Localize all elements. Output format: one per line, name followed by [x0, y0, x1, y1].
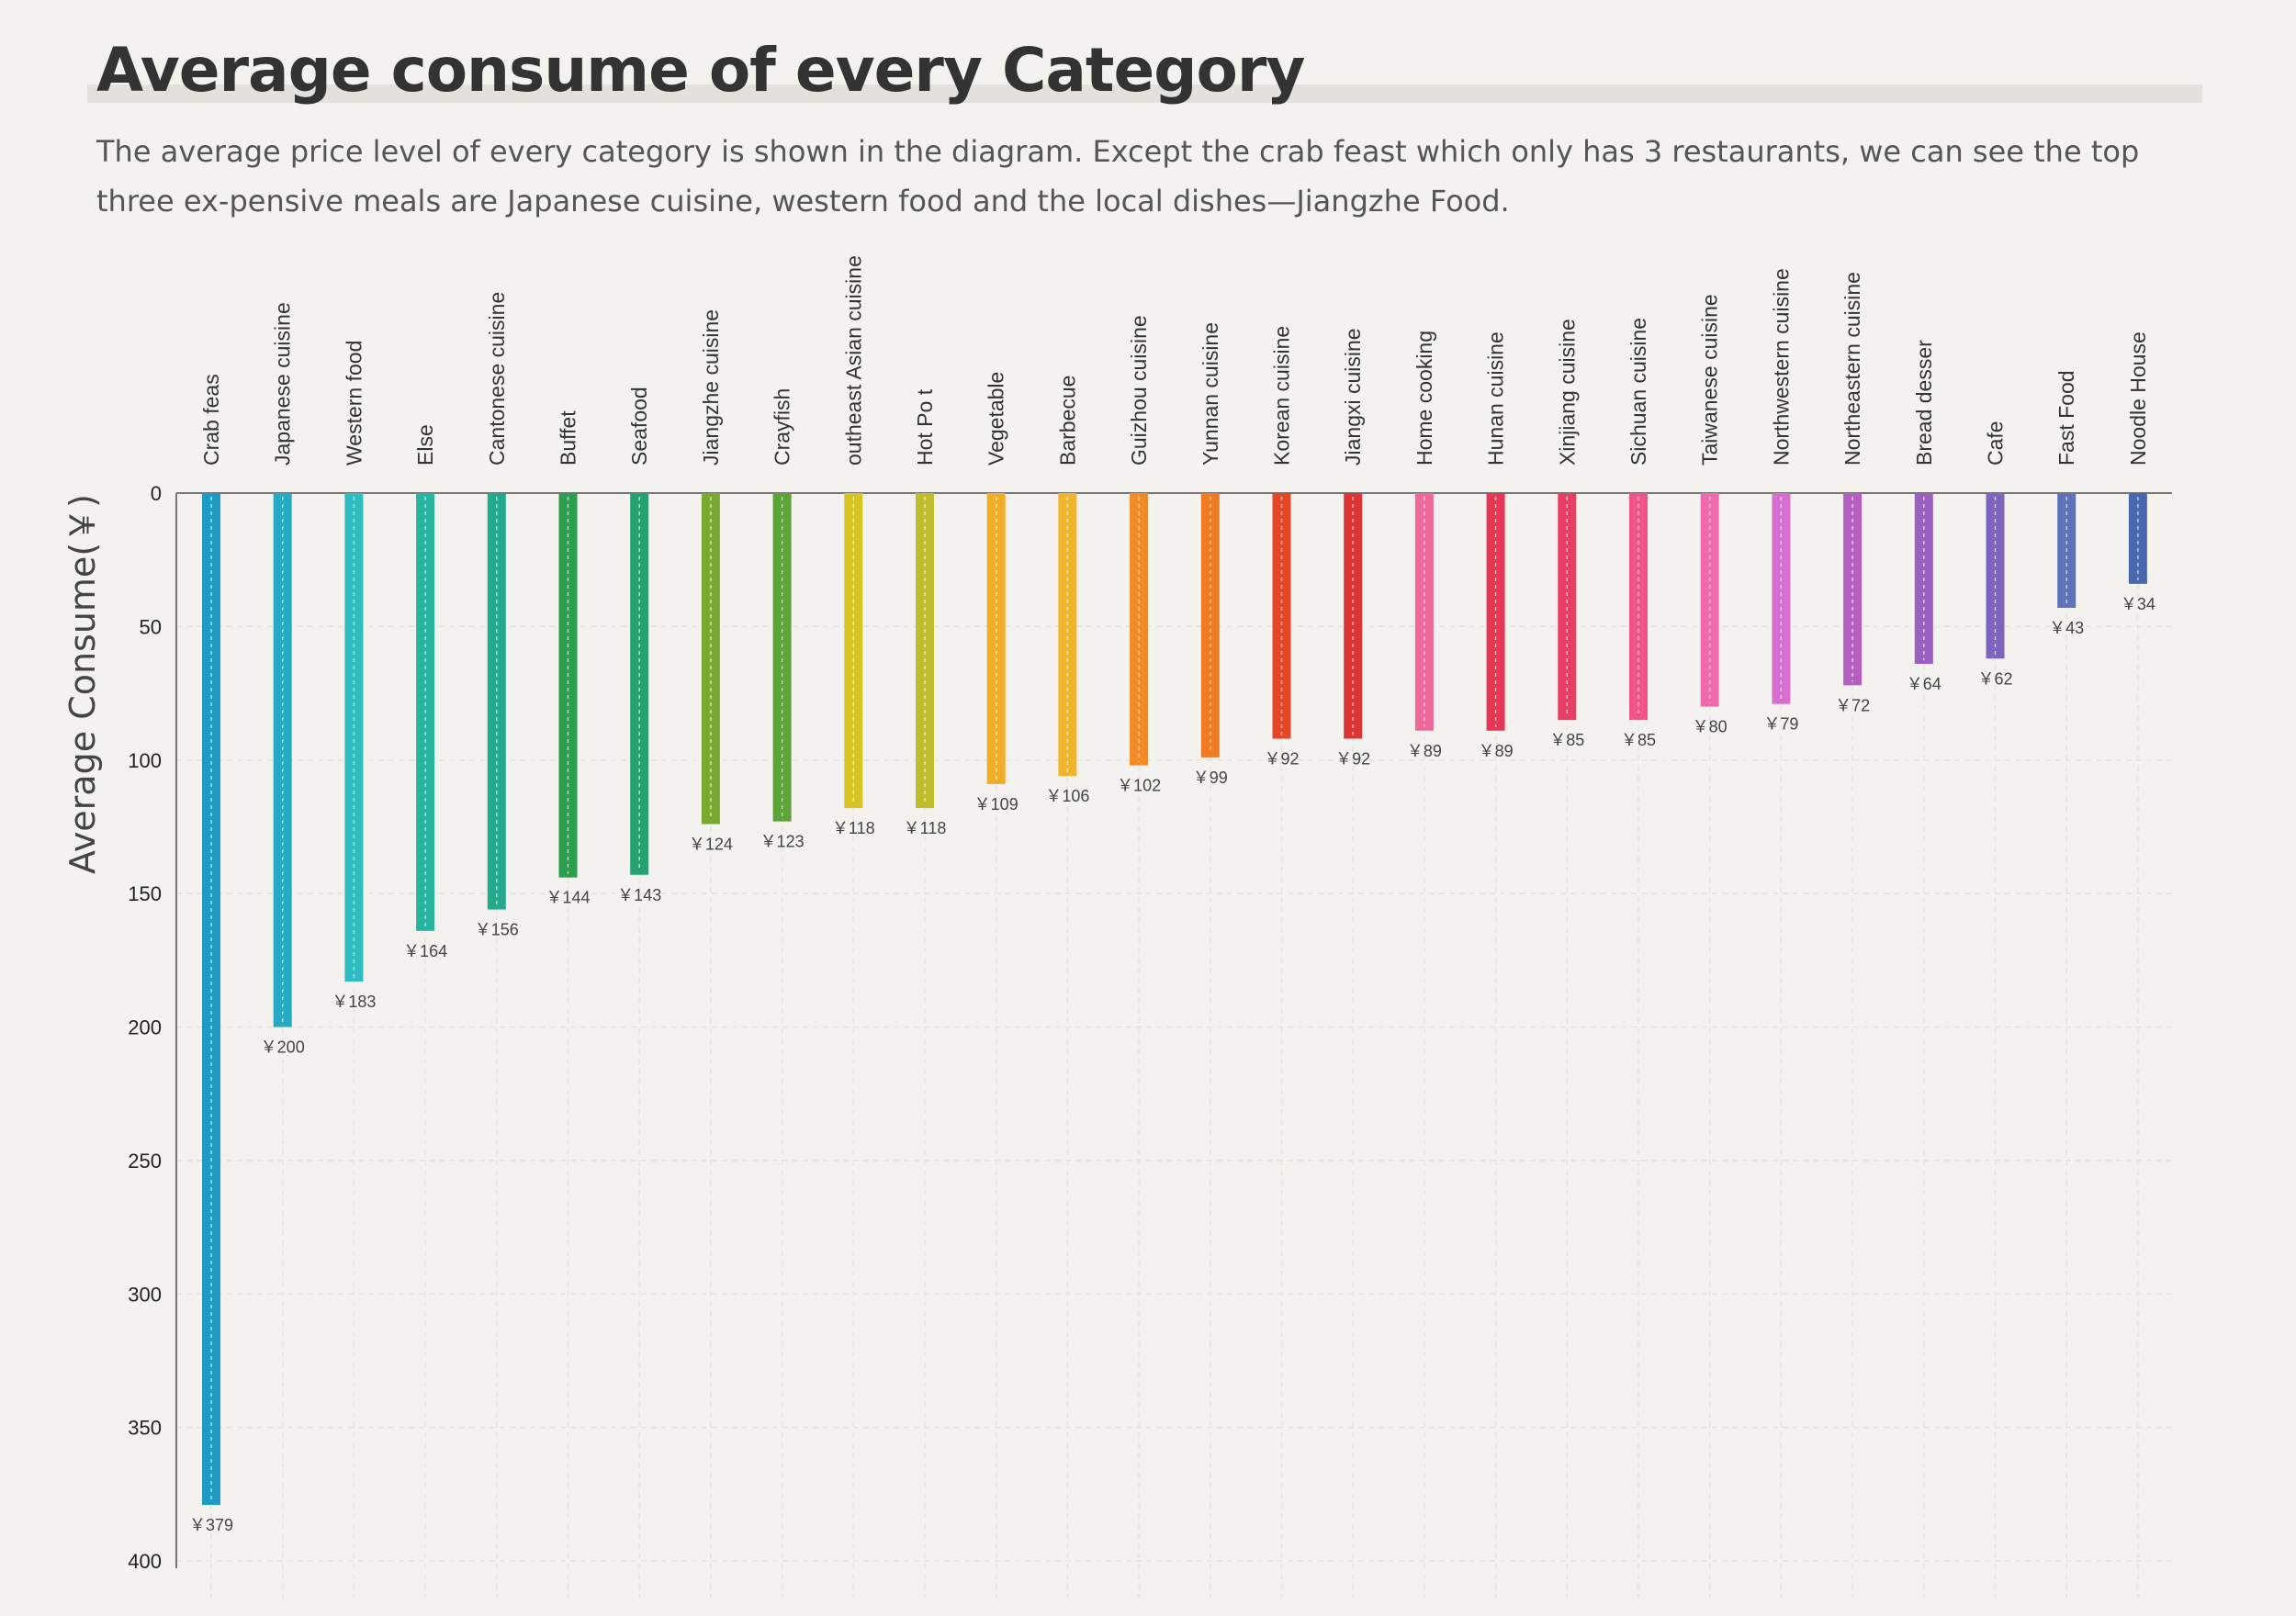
value-label: ￥183	[332, 993, 376, 1011]
value-label: ￥85	[1549, 731, 1584, 749]
category-label: Hunan cuisine	[1484, 331, 1508, 466]
bar	[273, 493, 292, 1027]
category-label: Xinjiang cuisine	[1555, 319, 1579, 466]
y-tick-label: 0	[151, 482, 162, 505]
gridlines	[176, 493, 2172, 1598]
category-label: Cafe	[1984, 421, 2008, 466]
value-label: ￥144	[546, 889, 590, 907]
value-label: ￥79	[1763, 715, 1798, 734]
value-label: ￥89	[1407, 742, 1442, 760]
bar	[1629, 493, 1648, 721]
category-label: Noodle House	[2126, 331, 2150, 466]
y-tick-label: 100	[128, 749, 162, 772]
value-label: ￥92	[1335, 749, 1370, 768]
value-label: ￥156	[475, 921, 519, 939]
value-label: ￥34	[2121, 595, 2155, 613]
value-label: ￥164	[403, 942, 447, 960]
axes	[175, 492, 2172, 1568]
value-label: ￥102	[1117, 777, 1161, 795]
category-label: outheast Asian cuisine	[841, 255, 865, 466]
bar	[558, 493, 578, 878]
value-label: ￥143	[617, 886, 661, 904]
category-label: Guizhou cuisine	[1127, 315, 1151, 466]
value-label: ￥109	[974, 795, 1019, 814]
value-label: ￥379	[189, 1516, 233, 1534]
y-tick-label: 150	[128, 882, 162, 905]
bars	[202, 493, 2147, 1505]
value-label: ￥80	[1693, 718, 1728, 736]
y-tick-label: 300	[128, 1283, 162, 1306]
chart-title: Average consume of every Category	[96, 35, 1305, 106]
category-label: Seafood	[627, 387, 651, 466]
category-label: Buffet	[557, 410, 580, 466]
y-axis-title: Average Consume(￥)	[62, 494, 103, 874]
value-label: ￥89	[1479, 742, 1514, 760]
category-label: Jiangzhe cuisine	[699, 309, 723, 466]
value-label: ￥118	[832, 819, 875, 837]
bar	[487, 493, 506, 910]
value-label: ￥72	[1835, 696, 1870, 714]
bar	[772, 493, 792, 822]
category-label: Northwestern cuisine	[1769, 268, 1793, 466]
bar	[1558, 493, 1577, 721]
value-label: ￥106	[1045, 787, 1089, 805]
value-label: ￥64	[1907, 675, 1941, 693]
y-tick-label: 200	[128, 1016, 162, 1039]
category-label: Sichuan cuisine	[1626, 318, 1650, 466]
category-label: Hot Po t	[913, 388, 937, 466]
value-label: ￥118	[904, 819, 947, 837]
bar	[1772, 493, 1791, 704]
category-label: Vegetable	[985, 372, 1008, 466]
bar	[1058, 493, 1077, 777]
value-label: ￥85	[1621, 731, 1656, 749]
value-label: ￥92	[1264, 749, 1299, 768]
category-label: Fast Food	[2054, 370, 2078, 466]
category-label: Western food	[342, 341, 366, 466]
y-tick-label: 400	[128, 1550, 162, 1573]
bar	[1843, 493, 1863, 686]
category-label: Japanese cuisine	[271, 302, 295, 466]
bar	[916, 493, 934, 809]
category-label: Korean cuisine	[1270, 326, 1294, 466]
labels: 0 50 100 150 200 250 300 350 400 Average Consume(…	[62, 255, 2155, 1573]
category-label: Else	[413, 424, 437, 466]
bar	[344, 493, 364, 982]
title-underline-band	[87, 84, 2202, 103]
value-label: ￥200	[261, 1038, 305, 1057]
category-label: Crab feas	[199, 374, 223, 466]
bar	[1986, 493, 2005, 659]
category-label: Bread desser	[1912, 340, 1936, 466]
category-label: Northeastern cuisine	[1840, 272, 1864, 466]
value-label: ￥99	[1193, 769, 1228, 787]
y-tick-label: 50	[140, 615, 162, 638]
bar	[844, 493, 863, 809]
y-tick-label: 350	[128, 1417, 162, 1440]
category-label: Taiwanese cuisine	[1698, 294, 1722, 466]
bar	[1414, 493, 1434, 731]
category-label: Barbecue	[1055, 376, 1079, 466]
bar	[2128, 493, 2147, 584]
category-label: Crayfish	[771, 388, 794, 466]
y-tick-label: 250	[128, 1150, 162, 1173]
chart-subtitle: The average price level of every categor…	[96, 134, 2140, 219]
category-label: Cantonese cuisine	[485, 292, 509, 466]
category-label: Home cooking	[1412, 331, 1436, 466]
value-label: ￥124	[689, 836, 733, 854]
bar	[1486, 493, 1505, 731]
category-label: Jiangxi cuisine	[1341, 328, 1365, 466]
category-label: Yunnan cuisine	[1199, 322, 1222, 466]
value-label: ￥43	[2049, 619, 2084, 637]
value-label: ￥62	[1977, 669, 2012, 688]
value-label: ￥123	[760, 833, 805, 851]
